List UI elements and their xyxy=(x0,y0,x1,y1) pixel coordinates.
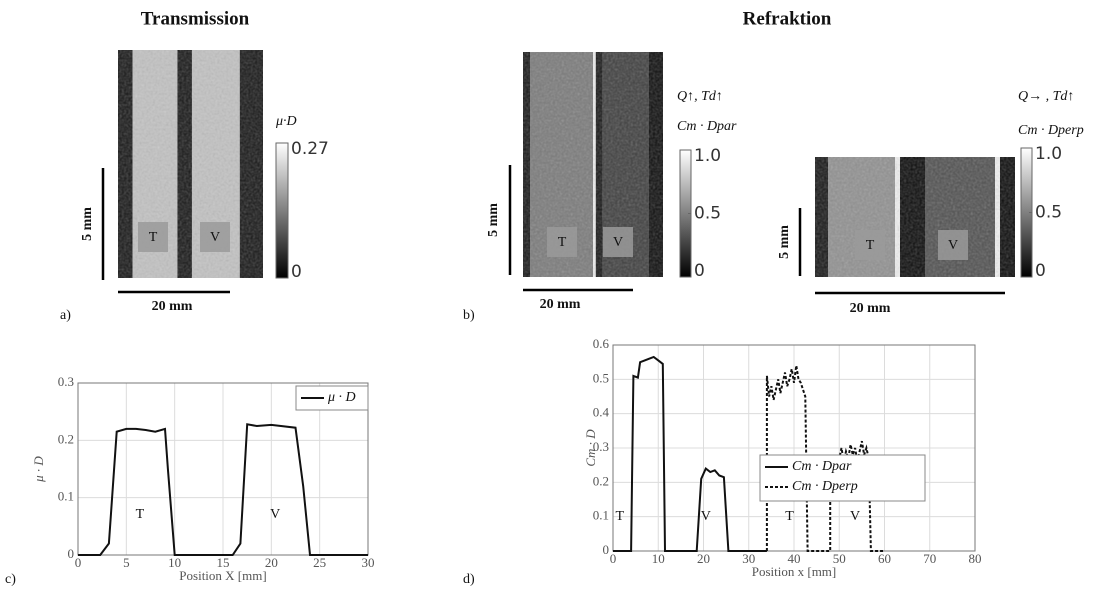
x-tick-label: 60 xyxy=(878,551,891,566)
colorbar-label: μ·D xyxy=(275,114,297,129)
region-label: V xyxy=(210,230,220,245)
line-series xyxy=(78,423,368,556)
y-tick-label: 0.1 xyxy=(58,489,74,504)
x-tick-label: 80 xyxy=(969,551,982,566)
panel-label: a) xyxy=(60,308,71,323)
condition-label: Q→ , Td↑ xyxy=(1018,89,1074,104)
x-tick-label: 0 xyxy=(75,555,82,570)
legend-label: Cm · Dperp xyxy=(792,479,858,494)
x-tick-label: 70 xyxy=(923,551,936,566)
colorbar-tick-label: 0 xyxy=(694,261,705,281)
region-label: T xyxy=(149,230,158,245)
plot-frame xyxy=(612,344,976,552)
x-axis-label: Position x [mm] xyxy=(752,564,837,579)
region-box xyxy=(547,227,577,257)
colorbar-label: Cm · Dpar xyxy=(677,119,737,134)
x-tick-label: 40 xyxy=(788,551,801,566)
colorbar-tick-label: 0.5 xyxy=(694,204,721,224)
x-tick-label: 20 xyxy=(265,555,278,570)
heading: Refraktion xyxy=(743,8,832,29)
line-series xyxy=(613,355,767,552)
region-box xyxy=(200,222,230,252)
y-tick-label: 0.4 xyxy=(593,405,610,420)
y-axis-label: Cm · D xyxy=(583,429,598,467)
y-tick-label: 0.5 xyxy=(593,370,609,385)
y-tick-label: 0.2 xyxy=(593,473,609,488)
scale-label: 5 mm xyxy=(486,203,501,237)
colorbar-tick-label: 0 xyxy=(291,262,302,282)
scale-label: 5 mm xyxy=(777,225,792,259)
scale-label: 20 mm xyxy=(850,301,891,316)
region-label: V xyxy=(948,238,958,253)
panel-label: c) xyxy=(5,572,16,587)
colorbar-label: Cm · Dperp xyxy=(1018,123,1084,138)
region-label: T xyxy=(558,235,567,250)
condition-label: Q↑, Td↑ xyxy=(677,89,723,104)
annotation: T xyxy=(616,509,625,524)
y-tick-label: 0 xyxy=(68,546,75,561)
x-tick-label: 30 xyxy=(742,551,755,566)
y-tick-label: 0 xyxy=(603,542,610,557)
y-tick-label: 0.3 xyxy=(58,374,74,389)
x-tick-label: 10 xyxy=(168,555,181,570)
colorbar-tick-label: 1.0 xyxy=(694,146,721,166)
region-label: V xyxy=(613,235,623,250)
x-tick-label: 10 xyxy=(652,551,665,566)
legend-box xyxy=(759,454,926,502)
x-axis-label: Position X [mm] xyxy=(179,568,266,583)
colorbar-tick-label: 0 xyxy=(1035,261,1046,281)
colorbar-tick-label: 0.27 xyxy=(291,139,329,159)
region-label: T xyxy=(866,238,875,253)
scale-label: 5 mm xyxy=(80,207,95,241)
x-tick-label: 5 xyxy=(123,555,130,570)
y-tick-label: 0.1 xyxy=(593,508,609,523)
y-tick-label: 0.6 xyxy=(593,336,610,351)
x-tick-label: 50 xyxy=(833,551,846,566)
x-tick-label: 15 xyxy=(217,555,230,570)
annotation: T xyxy=(785,509,794,524)
scale-label: 20 mm xyxy=(540,297,581,312)
y-tick-label: 0.2 xyxy=(58,431,74,446)
panel-label: b) xyxy=(463,308,475,323)
annotation: V xyxy=(701,509,711,524)
colorbar xyxy=(275,142,289,279)
scale-label: 20 mm xyxy=(152,299,193,314)
x-tick-label: 20 xyxy=(697,551,710,566)
x-tick-label: 25 xyxy=(313,555,326,570)
region-box xyxy=(603,227,633,257)
region-box xyxy=(938,230,968,260)
annotation: V xyxy=(270,507,280,522)
heading: Transmission xyxy=(141,8,250,29)
panel-label: d) xyxy=(463,572,475,587)
y-axis-label: μ · D xyxy=(31,456,46,483)
x-tick-label: 0 xyxy=(610,551,617,566)
line-series xyxy=(765,365,885,552)
legend-label: μ · D xyxy=(327,390,356,405)
annotation: T xyxy=(136,507,145,522)
legend-label: Cm · Dpar xyxy=(792,459,852,474)
annotation: V xyxy=(850,509,860,524)
region-box xyxy=(855,230,885,260)
image-noise xyxy=(523,52,663,277)
region-box xyxy=(138,222,168,252)
colorbar-tick-label: 0.5 xyxy=(1035,203,1062,223)
colorbar-tick-label: 1.0 xyxy=(1035,144,1062,164)
x-tick-label: 30 xyxy=(362,555,375,570)
y-tick-label: 0.3 xyxy=(593,439,609,454)
image-noise xyxy=(815,157,1015,277)
